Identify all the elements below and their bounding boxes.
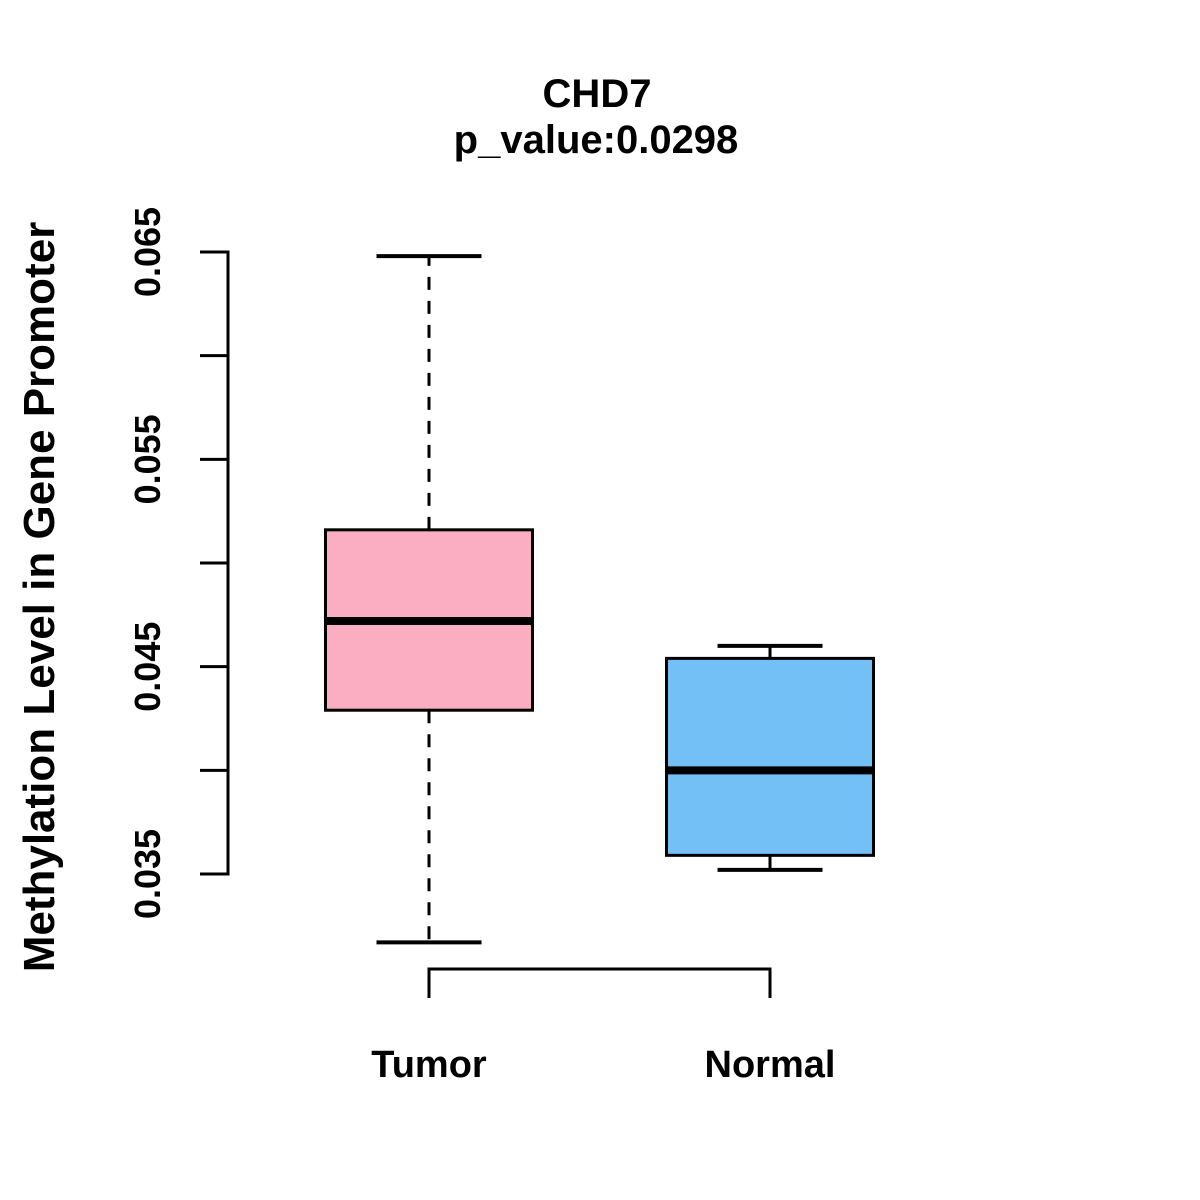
chart-title: CHD7 [543,72,652,116]
y-axis-tick-label: 0.065 [127,207,168,297]
y-axis-tick-label: 0.055 [127,414,168,504]
y-axis-tick-label: 0.045 [127,622,168,712]
x-category-label-normal: Normal [705,1044,836,1086]
chart-subtitle-pvalue: p_value:0.0298 [454,118,739,162]
x-category-label-tumor: Tumor [371,1044,487,1086]
y-axis-label: Methylation Level in Gene Promoter [15,222,64,973]
plot-area: 0.035 0.045 0.055 0.065 [127,207,875,998]
normal-box [665,656,875,857]
y-axis-tick-label: 0.035 [127,829,168,919]
